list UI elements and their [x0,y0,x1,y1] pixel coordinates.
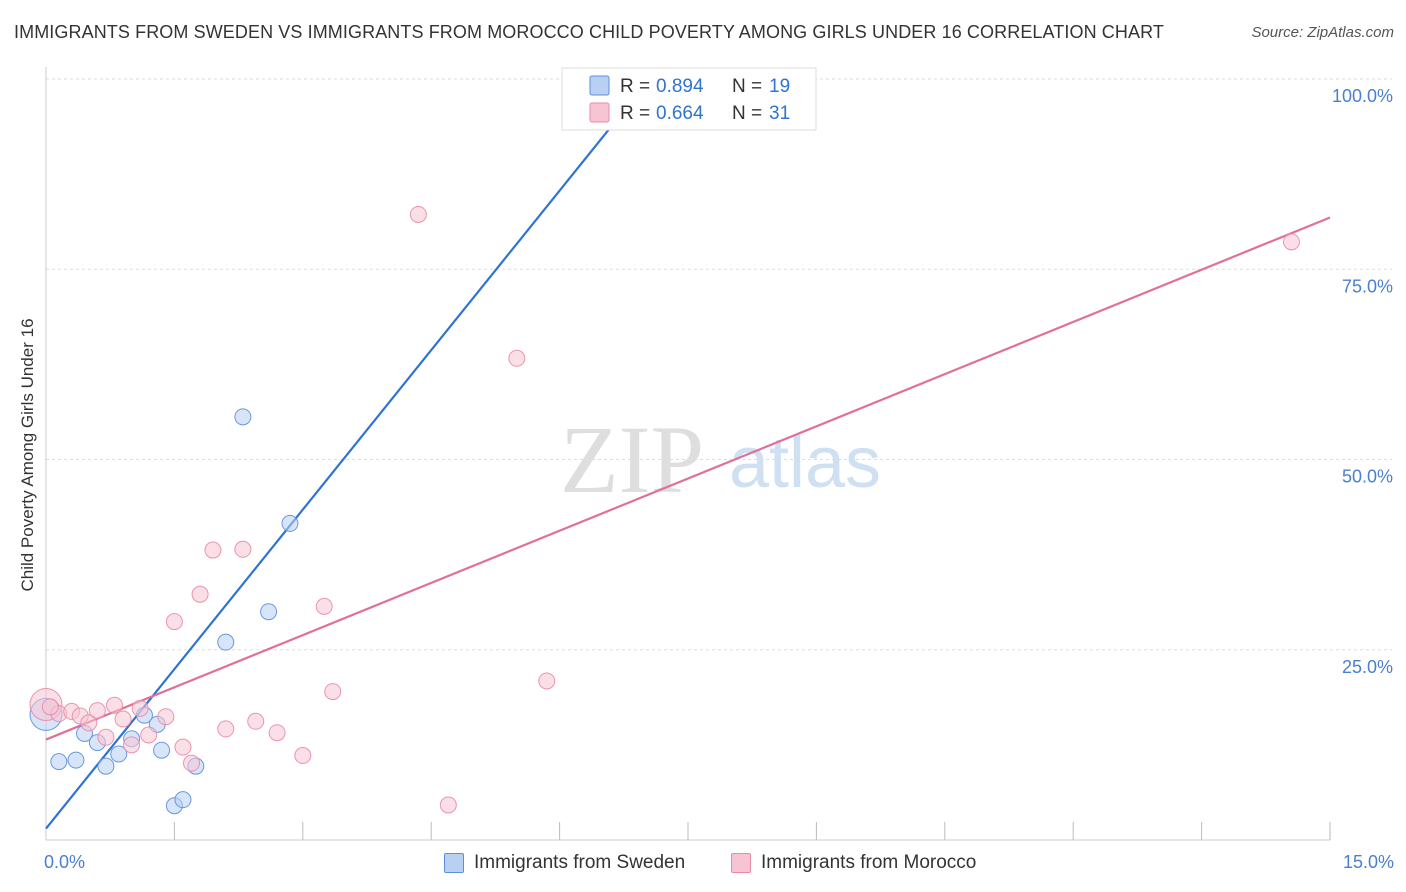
point-morocco-14 [174,738,192,756]
correlation-legend: R = 0.894 N = 19 R = 0.664 N = 31 [561,67,817,131]
legend-sweden-r-label: R = [620,76,650,97]
watermark: ZIP atlas [560,406,881,513]
legend-item-sweden: Immigrants from Sweden [444,852,685,874]
point-sweden-12 [174,791,192,809]
point-morocco-10 [131,699,149,717]
point-sweden-10 [153,741,171,759]
legend-sweden-n-value: 19 [769,76,790,97]
x-axis-max-label: 15.0% [1342,852,1394,872]
point-morocco-9 [123,736,141,754]
source-credit: Source: ZipAtlas.com [1251,24,1394,41]
legend-sweden-r-value: 0.894 [656,76,704,97]
point-morocco-18 [217,720,235,738]
point-morocco-23 [315,597,333,615]
y-tick-labels: 25.0% 50.0% 75.0% 100.0% [1332,86,1393,677]
point-morocco-17 [204,541,222,559]
point-morocco-25 [409,205,427,223]
grid-layer [46,78,1392,651]
point-morocco-7 [105,696,123,714]
point-morocco-6 [97,728,115,746]
point-morocco-22 [294,747,312,765]
legend-item-morocco: Immigrants from Morocco [731,852,976,874]
point-morocco-29 [1282,233,1300,251]
point-morocco-30 [41,698,59,716]
watermark-zip: ZIP [560,406,704,513]
point-morocco-19 [234,540,252,558]
point-morocco-15 [183,754,201,772]
point-sweden-14 [217,633,235,651]
legend-morocco-r-value: 0.664 [656,103,704,124]
point-sweden-2 [67,751,85,769]
point-morocco-16 [191,585,209,603]
y-tick-label-75: 75.0% [1342,276,1393,296]
point-sweden-15 [234,408,252,426]
y-tick-label-25: 25.0% [1342,657,1393,677]
legend-morocco-n-value: 31 [769,103,790,124]
legend-morocco-n-label: N = [732,103,762,124]
point-morocco-13 [165,613,183,631]
point-morocco-11 [140,726,158,744]
point-morocco-20 [247,712,265,730]
y-tick-label-50: 50.0% [1342,467,1393,487]
legend-item-morocco-label: Immigrants from Morocco [761,852,977,873]
legend-item-morocco-swatch [731,853,751,873]
point-morocco-28 [538,672,556,690]
series-legend: Immigrants from Sweden Immigrants from M… [0,852,1406,878]
point-sweden-6 [110,745,128,763]
y-tick-label-100: 100.0% [1332,86,1393,106]
point-morocco-21 [268,724,286,742]
data-points [29,70,1300,815]
legend-morocco-swatch [589,102,610,123]
chart-title: IMMIGRANTS FROM SWEDEN VS IMMIGRANTS FRO… [14,22,1164,42]
point-morocco-27 [508,349,526,367]
point-morocco-12 [157,708,175,726]
legend-morocco-r-label: R = [620,103,650,124]
legend-item-sweden-label: Immigrants from Sweden [474,852,686,873]
point-morocco-24 [324,683,342,701]
point-sweden-5 [97,757,115,775]
legend-sweden-n-label: N = [732,76,762,97]
point-morocco-26 [439,796,457,814]
point-sweden-16 [260,603,278,621]
watermark-atlas: atlas [729,423,881,503]
point-morocco-5 [88,702,106,720]
point-sweden-17 [281,514,299,532]
y-axis-label: Child Poverty Among Girls Under 16 [18,318,37,592]
point-morocco-4 [80,714,98,732]
trendline-morocco [45,216,1331,741]
point-morocco-8 [114,710,132,728]
x-axis-min-label: 0.0% [44,852,86,872]
point-sweden-1 [50,753,68,771]
legend-sweden-swatch [589,75,610,96]
legend-item-sweden-swatch [444,853,464,873]
